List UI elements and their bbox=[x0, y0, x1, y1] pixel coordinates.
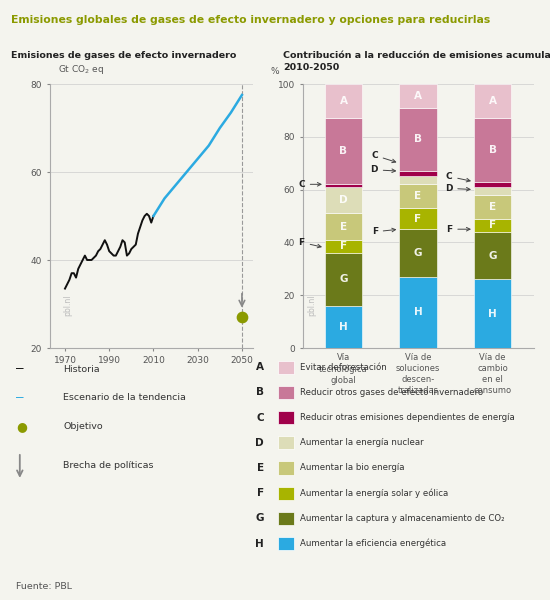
Text: A: A bbox=[414, 91, 422, 101]
Bar bbox=[474, 195, 511, 218]
Text: E: E bbox=[415, 191, 421, 201]
Text: C: C bbox=[256, 413, 264, 422]
Text: A: A bbox=[339, 96, 348, 106]
Text: F: F bbox=[340, 241, 347, 251]
Bar bbox=[399, 84, 437, 108]
Bar bbox=[399, 171, 437, 176]
Text: pbl.nl: pbl.nl bbox=[307, 295, 316, 316]
Text: B: B bbox=[256, 388, 264, 397]
Text: G: G bbox=[414, 248, 422, 258]
Text: F: F bbox=[257, 488, 264, 498]
Text: C: C bbox=[298, 180, 321, 189]
Text: B: B bbox=[339, 146, 348, 157]
Text: G: G bbox=[488, 251, 497, 260]
Text: B: B bbox=[488, 145, 497, 155]
Bar bbox=[399, 229, 437, 277]
Text: F: F bbox=[299, 238, 321, 248]
Text: Gt CO$_2$ eq: Gt CO$_2$ eq bbox=[58, 63, 104, 76]
Text: B: B bbox=[414, 134, 422, 145]
Bar bbox=[325, 253, 362, 306]
Text: A: A bbox=[256, 362, 264, 372]
Bar bbox=[325, 184, 362, 187]
Text: %: % bbox=[270, 67, 279, 76]
Text: F: F bbox=[489, 220, 496, 230]
Text: H: H bbox=[339, 322, 348, 332]
Text: C: C bbox=[371, 151, 395, 163]
Text: E: E bbox=[340, 221, 347, 232]
Text: H: H bbox=[488, 308, 497, 319]
Text: E: E bbox=[257, 463, 264, 473]
Point bbox=[238, 313, 246, 322]
Bar bbox=[325, 187, 362, 214]
Text: Aumentar la bio energía: Aumentar la bio energía bbox=[300, 463, 404, 473]
Text: Aumentar la energía nuclear: Aumentar la energía nuclear bbox=[300, 438, 424, 447]
Text: D: D bbox=[339, 195, 348, 205]
Text: ●: ● bbox=[16, 420, 28, 433]
Bar bbox=[474, 187, 511, 195]
Text: Evitar deforestación: Evitar deforestación bbox=[300, 362, 387, 371]
Bar bbox=[325, 118, 362, 184]
Text: Reducir otros gases de efecto invernadero: Reducir otros gases de efecto invernader… bbox=[300, 388, 483, 397]
Text: C: C bbox=[446, 172, 470, 182]
Text: F: F bbox=[446, 224, 470, 233]
Bar bbox=[399, 277, 437, 348]
Text: —: — bbox=[16, 362, 24, 376]
Text: Contribución a la reducción de emisiones acumuladas,
2010-2050: Contribución a la reducción de emisiones… bbox=[283, 51, 550, 72]
Text: F: F bbox=[372, 227, 395, 236]
Bar bbox=[325, 214, 362, 240]
Text: Fuente: PBL: Fuente: PBL bbox=[16, 582, 73, 591]
Bar bbox=[399, 184, 437, 208]
Text: A: A bbox=[488, 96, 497, 106]
Text: Escenario de la tendencia: Escenario de la tendencia bbox=[63, 394, 186, 402]
Bar bbox=[474, 232, 511, 280]
Text: Emisiones de gases de efecto invernadero: Emisiones de gases de efecto invernadero bbox=[11, 51, 236, 60]
Bar bbox=[325, 84, 362, 118]
Text: G: G bbox=[339, 274, 348, 284]
Text: Aumentar la eficiencia energética: Aumentar la eficiencia energética bbox=[300, 539, 446, 548]
Text: Reducir otras emisiones dependientes de energía: Reducir otras emisiones dependientes de … bbox=[300, 413, 514, 422]
Text: E: E bbox=[489, 202, 496, 212]
Text: Brecha de políticas: Brecha de políticas bbox=[63, 461, 154, 470]
Text: D: D bbox=[370, 165, 395, 174]
Bar bbox=[325, 306, 362, 348]
Bar bbox=[399, 208, 437, 229]
Bar bbox=[399, 176, 437, 184]
Text: D: D bbox=[255, 438, 264, 448]
Text: H: H bbox=[255, 539, 264, 548]
Text: D: D bbox=[445, 184, 470, 193]
Bar bbox=[399, 108, 437, 171]
Bar bbox=[474, 84, 511, 118]
Bar bbox=[474, 218, 511, 232]
Text: pbl.nl: pbl.nl bbox=[63, 295, 72, 316]
Text: Emisiones globales de gases de efecto invernadero y opciones para reducirlas: Emisiones globales de gases de efecto in… bbox=[11, 15, 490, 25]
Text: Aumentar la captura y almacenamiento de CO₂: Aumentar la captura y almacenamiento de … bbox=[300, 514, 504, 523]
Text: Objetivo: Objetivo bbox=[63, 422, 103, 431]
Bar bbox=[474, 182, 511, 187]
Text: H: H bbox=[414, 307, 422, 317]
Text: G: G bbox=[256, 514, 264, 523]
Bar bbox=[474, 280, 511, 348]
Text: Historia: Historia bbox=[63, 364, 100, 373]
Bar bbox=[474, 118, 511, 182]
Text: —: — bbox=[16, 391, 24, 404]
Text: F: F bbox=[415, 214, 421, 224]
Text: Aumentar la energía solar y eólica: Aumentar la energía solar y eólica bbox=[300, 488, 448, 498]
Bar bbox=[325, 240, 362, 253]
